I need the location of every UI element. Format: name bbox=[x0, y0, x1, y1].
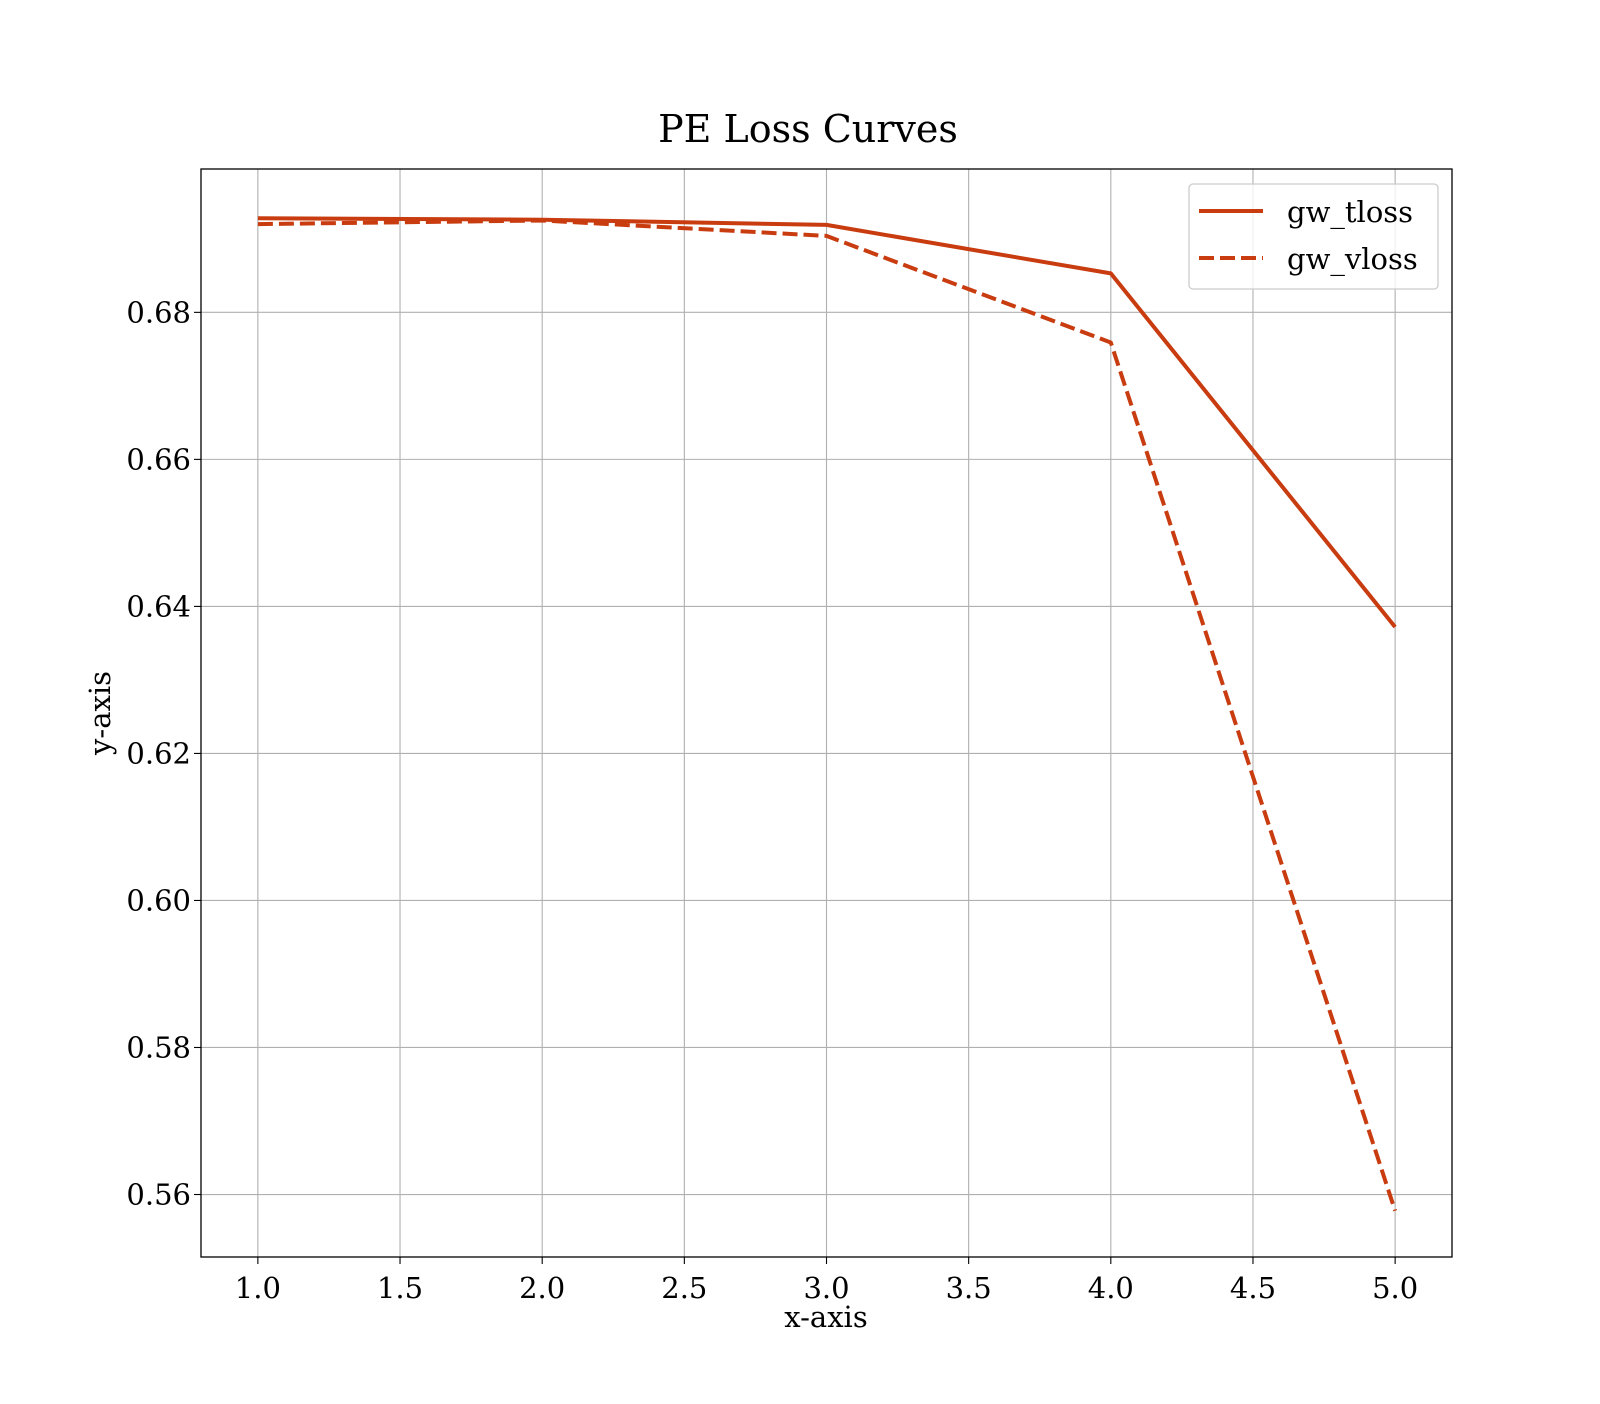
x-tick-label: 2.0 bbox=[519, 1271, 565, 1305]
x-tick-label: 4.0 bbox=[1088, 1271, 1134, 1305]
y-tick-label: 0.66 bbox=[126, 442, 191, 476]
chart-title: PE Loss Curves bbox=[658, 107, 958, 151]
grid-lines bbox=[201, 169, 1452, 1257]
y-tick-label: 0.58 bbox=[126, 1030, 191, 1064]
legend: gw_tloss gw_vloss bbox=[1189, 184, 1438, 289]
x-tick-label: 4.5 bbox=[1230, 1271, 1276, 1305]
x-tick-label: 1.0 bbox=[235, 1271, 281, 1305]
x-axis-label: x-axis bbox=[784, 1300, 867, 1334]
x-tick-label: 3.5 bbox=[946, 1271, 992, 1305]
x-tick-label: 2.5 bbox=[661, 1271, 707, 1305]
y-tick-label: 0.60 bbox=[126, 883, 191, 917]
legend-label-gw_vloss: gw_vloss bbox=[1287, 242, 1418, 277]
x-tick-label: 5.0 bbox=[1372, 1271, 1418, 1305]
x-tick-label: 1.5 bbox=[377, 1271, 423, 1305]
y-tick-label: 0.68 bbox=[126, 295, 191, 329]
y-tick-label: 0.64 bbox=[126, 589, 191, 623]
y-tick-label: 0.56 bbox=[126, 1178, 191, 1212]
y-tick-label: 0.62 bbox=[126, 736, 191, 770]
y-axis-label: y-axis bbox=[83, 671, 117, 756]
legend-label-gw_tloss: gw_tloss bbox=[1287, 195, 1413, 230]
